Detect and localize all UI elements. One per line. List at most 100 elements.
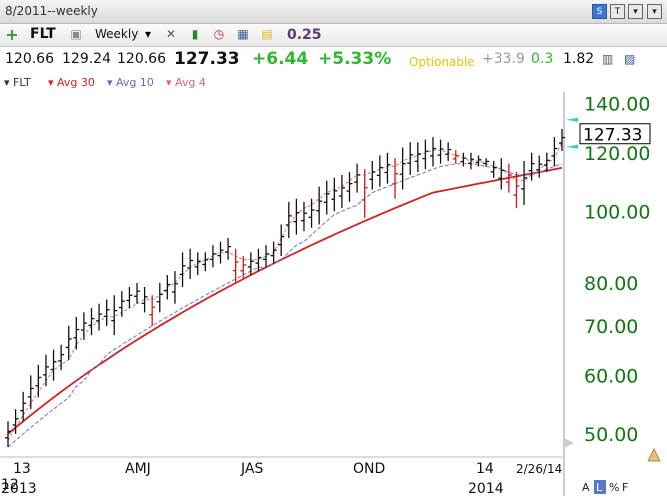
price-bar <box>490 160 497 178</box>
price-chart[interactable]: 140.00 120.00 100.00 80.00 70.00 60.00 50.00 12… <box>0 92 667 497</box>
toolbar-value: 0.25 <box>287 27 322 43</box>
x-tick-label: 13 <box>13 461 31 477</box>
legend-avg10-label: Avg 10 <box>116 76 154 89</box>
price-bar <box>536 155 543 178</box>
tools-icon[interactable]: ✕ <box>165 27 177 41</box>
x-tick-label: AMJ <box>125 461 151 477</box>
print-icon[interactable]: ▣ <box>70 27 82 41</box>
legend-flt[interactable]: ▾ FLT <box>4 76 31 89</box>
chart-area[interactable]: 140.00 120.00 100.00 80.00 70.00 60.00 50.00 12… <box>0 92 667 497</box>
price-bar <box>149 295 156 326</box>
date-label: 2/26/14 <box>516 462 562 476</box>
price-bar <box>202 252 209 272</box>
period-dropdown-icon[interactable]: ▾ <box>144 27 152 41</box>
price-bar <box>483 158 490 167</box>
y-tick-label: 80.00 <box>584 273 638 295</box>
scale-button-label: L <box>596 481 603 494</box>
price-bar <box>308 198 315 228</box>
y-tick-label: 60.00 <box>584 365 638 387</box>
symbol-field[interactable]: FLT <box>30 26 56 42</box>
price-bar <box>20 391 27 422</box>
quote-pct-change: +5.33% <box>318 49 392 69</box>
price-bar <box>80 312 87 340</box>
note-icon[interactable]: ▤ <box>261 27 273 41</box>
scroll-arrow-icon <box>564 438 574 448</box>
price-bar <box>559 128 565 152</box>
legend-avg10[interactable]: ▾ Avg 10 <box>107 76 154 89</box>
price-bar <box>498 158 505 190</box>
legend-avg4[interactable]: ▾ Avg 4 <box>166 76 206 89</box>
x-tick-label: OND <box>353 461 385 477</box>
window-dropdown-icon[interactable]: ▾ <box>628 4 643 19</box>
price-bar <box>12 409 19 434</box>
price-bar <box>505 163 512 193</box>
price-bar <box>209 245 216 268</box>
scale-button-label: F <box>622 481 628 494</box>
y-tick-label: 70.00 <box>584 316 638 338</box>
series-avg-10-line <box>7 163 563 448</box>
price-bar <box>240 256 247 279</box>
window-title: 8/2011--weekly <box>5 4 98 18</box>
optionable-label: Optionable <box>409 55 475 69</box>
price-bar <box>346 172 353 202</box>
bar-chart-icon[interactable]: ▮ <box>191 27 199 41</box>
calculator-icon[interactable]: ▦ <box>237 27 249 41</box>
price-bar <box>58 344 65 371</box>
plus-icon[interactable]: + <box>5 25 19 44</box>
price-bar <box>134 282 141 304</box>
quote-rel-strength: +33.9 <box>482 51 525 67</box>
price-bar <box>354 163 361 193</box>
price-bar <box>118 291 125 317</box>
price-bar <box>255 248 262 272</box>
low-marker-icon <box>566 144 578 149</box>
price-bar <box>293 198 300 235</box>
database-icon[interactable]: ▥ <box>602 52 614 66</box>
price-bar <box>528 152 535 181</box>
legend-avg30[interactable]: ▾ Avg 30 <box>48 76 95 89</box>
price-bar <box>141 287 148 313</box>
y-tick-label: 100.00 <box>584 201 650 223</box>
scale-button-f[interactable]: F <box>622 481 628 494</box>
scale-button-a[interactable]: A <box>582 481 590 494</box>
high-marker-icon <box>566 117 578 122</box>
price-bar <box>103 299 110 326</box>
x-tick-label: JAS <box>240 461 263 477</box>
scale-button-label: % <box>609 481 619 494</box>
price-bar <box>467 152 474 170</box>
price-bar <box>179 252 186 288</box>
price-bar <box>543 152 550 173</box>
price-bar <box>399 147 406 190</box>
scale-button-l[interactable]: L <box>594 480 606 494</box>
price-bar <box>437 139 444 164</box>
s-button[interactable]: S <box>592 4 607 19</box>
quote-last: 127.33 <box>174 49 240 69</box>
price-bar <box>429 137 436 167</box>
price-bar <box>247 252 254 276</box>
quote-bar: 120.66 129.24 120.66 127.33 +6.44 +5.33%… <box>0 47 667 73</box>
save-icon[interactable]: ▨ <box>624 52 636 66</box>
price-bar <box>338 174 345 209</box>
price-bar <box>376 155 383 187</box>
price-bar <box>445 142 452 161</box>
price-bar <box>513 172 520 209</box>
price-bar <box>414 142 421 173</box>
price-bar <box>88 308 95 336</box>
price-bar <box>323 180 330 215</box>
alarm-icon[interactable]: ◷ <box>213 27 225 41</box>
price-bar <box>225 238 232 260</box>
price-bar <box>111 295 118 336</box>
legend-flt-label: FLT <box>13 76 31 89</box>
price-bar <box>187 248 194 279</box>
t-button[interactable]: T <box>610 4 625 19</box>
legend-avg30-label: Avg 30 <box>57 76 95 89</box>
y-tick-label: 50.00 <box>584 424 638 446</box>
period-select[interactable]: Weekly <box>95 27 139 41</box>
quote-high: 129.24 <box>62 51 111 67</box>
scale-button-%[interactable]: % <box>609 481 619 494</box>
price-bar <box>475 155 482 167</box>
chart-legend: ▾ FLT ▾ Avg 30 ▾ Avg 10 ▾ Avg 4 <box>0 74 667 92</box>
legend-avg4-label: Avg 4 <box>175 76 206 89</box>
price-bar <box>384 152 391 184</box>
window-menu-icon[interactable]: ▾ <box>647 4 662 19</box>
price-bar <box>42 354 49 387</box>
